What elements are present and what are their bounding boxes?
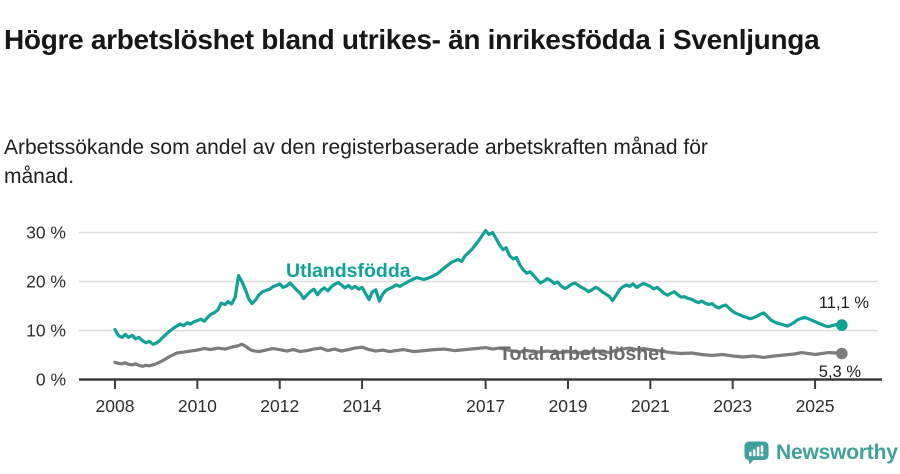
x-axis-label-2023: 2023: [713, 396, 752, 416]
newsworthy-logo[interactable]: Newsworthy: [744, 440, 898, 466]
x-axis-label-2025: 2025: [796, 396, 835, 416]
x-axis-label-2012: 2012: [260, 396, 299, 416]
mini-bar-chart-glyph: [749, 445, 764, 457]
x-axis-label-2010: 2010: [178, 396, 217, 416]
series-label-utlandsfodda: Utlandsfödda: [286, 260, 411, 282]
x-axis-label-2019: 2019: [549, 396, 588, 416]
x-axis-label-2008: 2008: [96, 396, 135, 416]
y-axis-label-20: 20 %: [26, 272, 66, 292]
series-line-1: [113, 342, 844, 368]
speech-bubble: [744, 441, 769, 465]
newsworthy-logo-text: Newsworthy: [776, 441, 898, 464]
x-axis-label-2014: 2014: [343, 396, 382, 416]
x-axis-label-2017: 2017: [466, 396, 505, 416]
page-title: Högre arbetslöshet bland utrikes- än inr…: [4, 23, 820, 55]
y-axis-label-10: 10 %: [26, 321, 66, 341]
value-label-total: 5,3 %: [818, 363, 861, 381]
newsworthy-speech-bubble-chart-icon: [744, 441, 769, 465]
x-axis-label-2021: 2021: [631, 396, 670, 416]
value-label-utlandsfodda: 11,1 %: [818, 294, 869, 312]
series-end-dot-1: [836, 347, 848, 360]
y-axis-label-0: 0 %: [36, 370, 66, 390]
series-line-0: [113, 228, 844, 346]
series-label-total-arbetsloshet: Total arbetslöshet: [499, 343, 666, 365]
page-subtitle: Arbetssökande som andel av den registerb…: [4, 136, 708, 188]
y-axis-label-30: 30 %: [26, 223, 66, 243]
series-end-dot-0: [836, 319, 848, 331]
